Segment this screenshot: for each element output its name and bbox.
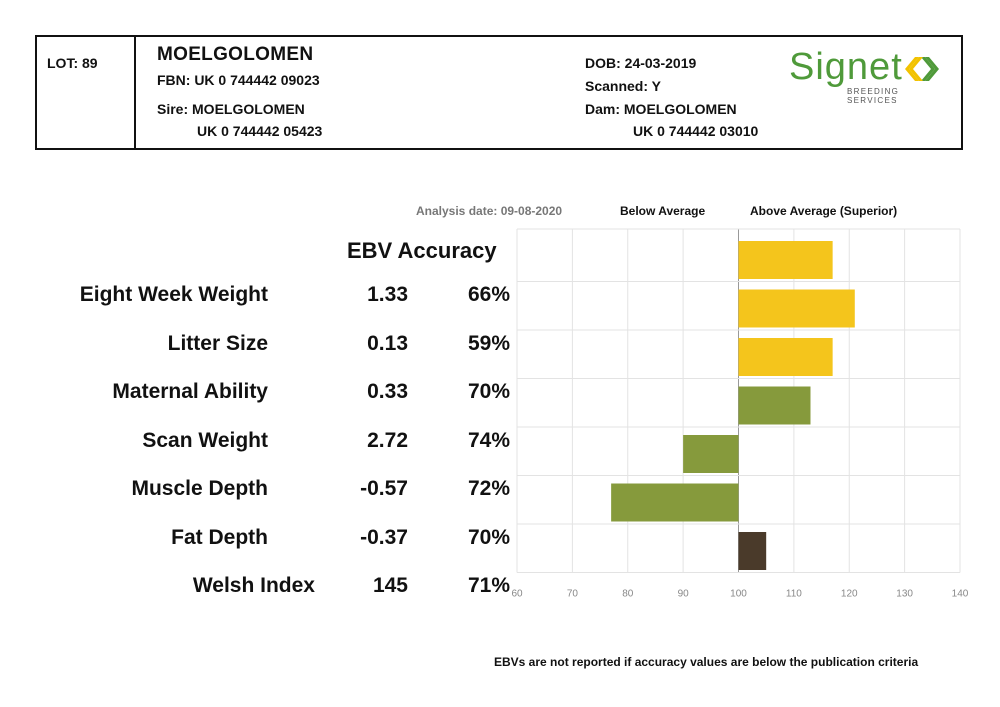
- x-tick-label: 90: [678, 589, 690, 600]
- trait-label: Fat Depth: [171, 525, 268, 549]
- ebv-bar: [738, 338, 833, 376]
- ebv-value: 1.33: [367, 283, 408, 306]
- date-of-birth: DOB: 24-03-2019: [585, 55, 697, 71]
- dam-name: Dam: MOELGOLOMEN: [585, 101, 737, 117]
- ebv-value: 0.13: [367, 331, 408, 355]
- ebv-bar: [683, 435, 739, 473]
- accuracy-value: 66%: [467, 283, 510, 306]
- ebv-bar: [738, 289, 855, 328]
- trait-label: Welsh Index: [192, 574, 315, 597]
- ebv-bar: [611, 483, 739, 522]
- analysis-date: Analysis date: 09-08-2020: [416, 204, 563, 218]
- scanned-status: Scanned: Y: [585, 78, 661, 94]
- x-tick-label: 60: [511, 589, 523, 600]
- ebv-value: -0.37: [360, 525, 408, 549]
- fbn-id: FBN: UK 0 744442 09023: [157, 72, 320, 88]
- x-tick-label: 70: [567, 589, 579, 600]
- ebv-value: -0.57: [360, 477, 408, 500]
- ebv-bar: [738, 241, 833, 279]
- accuracy-value: 72%: [467, 477, 510, 500]
- below-average-label: Below Average: [620, 204, 706, 218]
- ebv-bar: [738, 532, 767, 570]
- accuracy-value: 71%: [467, 574, 510, 597]
- animal-header: LOT: 89 MOELGOLOMEN FBN: UK 0 744442 090…: [35, 35, 963, 150]
- logo-chevron-icon: [905, 57, 939, 81]
- accuracy-value: 59%: [467, 331, 510, 355]
- trait-label: Maternal Ability: [112, 380, 268, 403]
- sire-name: Sire: MOELGOLOMEN: [157, 101, 305, 117]
- x-tick-label: 140: [952, 589, 969, 600]
- x-tick-label: 80: [622, 589, 634, 600]
- ebv-value: 145: [372, 574, 408, 597]
- trait-label: Muscle Depth: [131, 477, 268, 500]
- trait-label: Scan Weight: [142, 428, 268, 452]
- ebv-bar: [738, 386, 811, 425]
- footnote: EBVs are not reported if accuracy values…: [494, 655, 919, 669]
- accuracy-value: 70%: [467, 380, 510, 403]
- dam-id: UK 0 744442 03010: [633, 123, 759, 139]
- animal-name: MOELGOLOMEN: [157, 44, 314, 65]
- sire-id: UK 0 744442 05423: [197, 123, 323, 139]
- ebv-value: 0.33: [367, 380, 408, 403]
- logo-subtext: BREEDING SERVICES: [847, 87, 900, 105]
- x-tick-label: 130: [896, 589, 913, 600]
- ebv-value: 2.72: [367, 428, 408, 452]
- header-divider: [134, 37, 136, 148]
- above-average-label: Above Average (Superior): [750, 204, 898, 218]
- lot-number: LOT: 89: [47, 55, 98, 71]
- accuracy-value: 74%: [467, 428, 510, 452]
- signet-logo: Signet BREEDING SERVICES: [789, 45, 949, 105]
- trait-label: Litter Size: [167, 331, 268, 355]
- x-tick-label: 100: [730, 589, 747, 600]
- trait-label: Eight Week Weight: [79, 283, 268, 306]
- accuracy-value: 70%: [467, 525, 510, 549]
- logo-wordmark: Signet: [789, 46, 903, 88]
- x-tick-label: 120: [841, 589, 858, 600]
- x-tick-label: 110: [786, 589, 802, 600]
- ebv-accuracy-heading: EBV Accuracy: [347, 238, 497, 263]
